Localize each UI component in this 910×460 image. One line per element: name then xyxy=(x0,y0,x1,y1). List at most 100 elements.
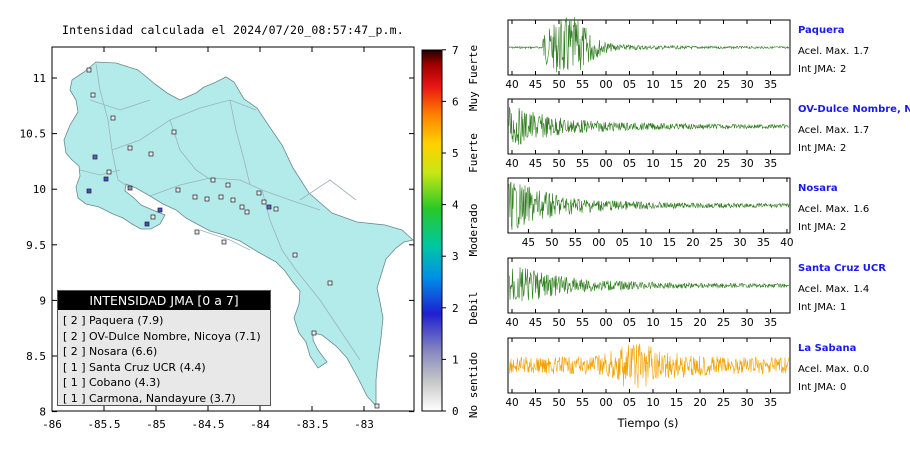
trace-tick-label: 15 xyxy=(663,237,676,249)
station-marker[interactable] xyxy=(86,67,92,73)
legend-station: OV-Dulce Nombre, Nicoya (7.1) xyxy=(89,329,261,343)
station-marker[interactable] xyxy=(273,206,279,212)
station-marker[interactable] xyxy=(327,280,333,286)
map-title: Intensidad calculada el 2024/07/20_08:57… xyxy=(62,23,404,37)
station-marker[interactable] xyxy=(374,403,380,409)
accel-label: Acel. Max. xyxy=(798,204,849,215)
trace-tick-label: 05 xyxy=(616,237,629,249)
station-marker[interactable] xyxy=(204,196,210,202)
colorbar-category-label: Fuerte xyxy=(467,133,480,173)
trace-tick-label: 55 xyxy=(576,79,589,91)
legend-level: [ 1 ] xyxy=(63,360,86,374)
station-marker[interactable] xyxy=(157,207,163,213)
trace-tick-label: 10 xyxy=(646,158,659,170)
station-marker[interactable] xyxy=(127,145,133,151)
jma-value: 1 xyxy=(840,302,846,313)
trace-tick-label: 40 xyxy=(505,79,518,91)
trace-tick-label: 20 xyxy=(686,237,699,249)
station-marker[interactable] xyxy=(261,199,267,205)
colorbar-category-label: Muy Fuerte xyxy=(467,45,480,111)
map-y-tick-label: 8 xyxy=(39,406,46,419)
trace-tick-label: 00 xyxy=(599,317,612,329)
station-marker[interactable] xyxy=(90,92,96,98)
accel-value: 1.6 xyxy=(853,204,869,215)
trace-tick-label: 05 xyxy=(623,79,636,91)
jma-label: Int JMA: xyxy=(798,64,836,75)
station-marker[interactable] xyxy=(292,252,298,258)
trace-tick-label: 50 xyxy=(552,317,565,329)
trace-tick-label: 25 xyxy=(710,237,723,249)
land-polygon xyxy=(63,61,414,408)
map-x-tick-label: -84 xyxy=(250,418,270,431)
intensity-legend: INTENSIDAD JMA [0 a 7] [ 2 ] Paquera (7.9… xyxy=(57,290,271,406)
trace-tick-label: 30 xyxy=(740,79,753,91)
accel-info: Acel. Max. 1.7 xyxy=(798,46,869,57)
trace-tick-label: 35 xyxy=(764,158,777,170)
station-marker[interactable] xyxy=(225,182,231,188)
jma-label: Int JMA: xyxy=(798,382,836,393)
trace-tick-label: 55 xyxy=(576,397,589,409)
station-marker[interactable] xyxy=(171,129,177,135)
trace-tick-label: 00 xyxy=(599,397,612,409)
colorbar-tick-label: 6 xyxy=(452,95,459,108)
trace-tick-label: 25 xyxy=(717,79,730,91)
legend-station: Nosara (6.6) xyxy=(89,345,158,358)
trace-tick-label: 50 xyxy=(552,158,565,170)
station-marker[interactable] xyxy=(127,185,133,191)
station-marker[interactable] xyxy=(175,187,181,193)
trace-tick-label: 20 xyxy=(693,158,706,170)
seismogram-panel: 40 45 50 55 00 05 10 15 20 25 30 35 Paquera Acel. Max… xyxy=(505,17,869,91)
accel-info: Acel. Max. 0.0 xyxy=(798,364,869,375)
station-marker[interactable] xyxy=(311,330,317,336)
map-x-tick-label: -84.5 xyxy=(191,418,224,431)
trace-tick-label: 00 xyxy=(599,79,612,91)
station-marker[interactable] xyxy=(86,188,92,194)
station-marker[interactable] xyxy=(103,176,109,182)
jma-label: Int JMA: xyxy=(798,222,836,233)
station-marker[interactable] xyxy=(230,197,236,203)
jma-label: Int JMA: xyxy=(798,302,836,313)
trace-tick-label: 30 xyxy=(740,397,753,409)
trace-tick-label: 25 xyxy=(717,317,730,329)
station-marker[interactable] xyxy=(221,239,227,245)
seismogram-panel: 40 45 50 55 00 05 10 15 20 25 30 35 OV-Dulce Nombre,… xyxy=(505,98,910,170)
station-marker[interactable] xyxy=(266,204,272,210)
accel-info: Acel. Max. 1.4 xyxy=(798,284,869,295)
station-marker[interactable] xyxy=(256,190,262,196)
legend-level: [ 2 ] xyxy=(63,345,86,358)
accel-info: Acel. Max. 1.6 xyxy=(798,204,869,215)
station-marker[interactable] xyxy=(110,115,116,121)
station-marker[interactable] xyxy=(106,169,112,175)
map-x-tick-label: -86 xyxy=(42,418,62,431)
waveform-trace xyxy=(508,267,790,302)
station-marker[interactable] xyxy=(244,209,250,215)
station-name: OV-Dulce Nombre, Nicoya xyxy=(798,104,910,115)
trace-tick-label: 45 xyxy=(529,317,542,329)
station-marker[interactable] xyxy=(144,221,150,227)
legend-station: Paquera (7.9) xyxy=(89,314,164,327)
trace-tick-label: 15 xyxy=(670,317,683,329)
station-marker[interactable] xyxy=(92,154,98,160)
station-marker[interactable] xyxy=(210,177,216,183)
station-marker[interactable] xyxy=(218,194,224,200)
station-name: Nosara xyxy=(798,183,838,194)
station-marker[interactable] xyxy=(148,151,154,157)
station-marker[interactable] xyxy=(194,229,200,235)
map-y-tick-label: 10 xyxy=(33,183,46,196)
accel-value: 0.0 xyxy=(853,364,869,375)
station-marker[interactable] xyxy=(150,214,156,220)
trace-tick-label: 40 xyxy=(505,158,518,170)
map-y-tick-label: 8.5 xyxy=(26,350,46,363)
colorbar-tick-label: 2 xyxy=(452,302,459,315)
trace-tick-label: 05 xyxy=(623,158,636,170)
station-marker[interactable] xyxy=(239,204,245,210)
trace-tick-label: 40 xyxy=(505,397,518,409)
trace-tick-label: 30 xyxy=(740,158,753,170)
waveform-trace xyxy=(508,181,790,231)
legend-title: INTENSIDAD JMA [0 a 7] xyxy=(58,291,270,310)
station-marker[interactable] xyxy=(192,194,198,200)
trace-tick-label: 15 xyxy=(670,158,683,170)
trace-tick-label: 40 xyxy=(505,317,518,329)
